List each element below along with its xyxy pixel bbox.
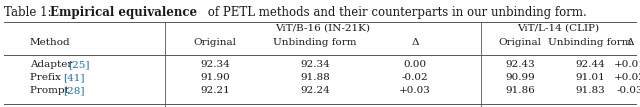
Text: Adapter: Adapter <box>30 60 76 69</box>
Text: 91.88: 91.88 <box>300 73 330 82</box>
Text: [25]: [25] <box>68 60 90 69</box>
Text: -0.02: -0.02 <box>402 73 428 82</box>
Text: [41]: [41] <box>63 73 84 82</box>
Text: Prompt: Prompt <box>30 86 72 95</box>
Text: +0.01: +0.01 <box>614 60 640 69</box>
Text: Δ: Δ <box>412 38 419 47</box>
Text: 92.34: 92.34 <box>200 60 230 69</box>
Text: Δ: Δ <box>627 38 634 47</box>
Text: ViT/L-14 (CLIP): ViT/L-14 (CLIP) <box>517 24 599 33</box>
Text: 91.01: 91.01 <box>575 73 605 82</box>
Text: 92.34: 92.34 <box>300 60 330 69</box>
Text: 92.21: 92.21 <box>200 86 230 95</box>
Text: Original: Original <box>499 38 541 47</box>
Text: 91.83: 91.83 <box>575 86 605 95</box>
Text: Prefix: Prefix <box>30 73 64 82</box>
Text: Method: Method <box>30 38 70 47</box>
Text: Empirical equivalence: Empirical equivalence <box>50 6 197 19</box>
Text: +0.02: +0.02 <box>614 73 640 82</box>
Text: 92.43: 92.43 <box>505 60 535 69</box>
Text: Unbinding form: Unbinding form <box>273 38 356 47</box>
Text: 0.00: 0.00 <box>403 60 427 69</box>
Text: of PETL methods and their counterparts in our unbinding form.: of PETL methods and their counterparts i… <box>204 6 587 19</box>
Text: 90.99: 90.99 <box>505 73 535 82</box>
Text: 92.24: 92.24 <box>300 86 330 95</box>
Text: -0.03: -0.03 <box>617 86 640 95</box>
Text: 91.86: 91.86 <box>505 86 535 95</box>
Text: 92.44: 92.44 <box>575 60 605 69</box>
Text: [28]: [28] <box>63 86 84 95</box>
Text: Table 1:: Table 1: <box>4 6 55 19</box>
Text: Original: Original <box>193 38 237 47</box>
Text: +0.03: +0.03 <box>399 86 431 95</box>
Text: Unbinding form: Unbinding form <box>548 38 632 47</box>
Text: ViT/B-16 (IN-21K): ViT/B-16 (IN-21K) <box>275 24 371 33</box>
Text: 91.90: 91.90 <box>200 73 230 82</box>
